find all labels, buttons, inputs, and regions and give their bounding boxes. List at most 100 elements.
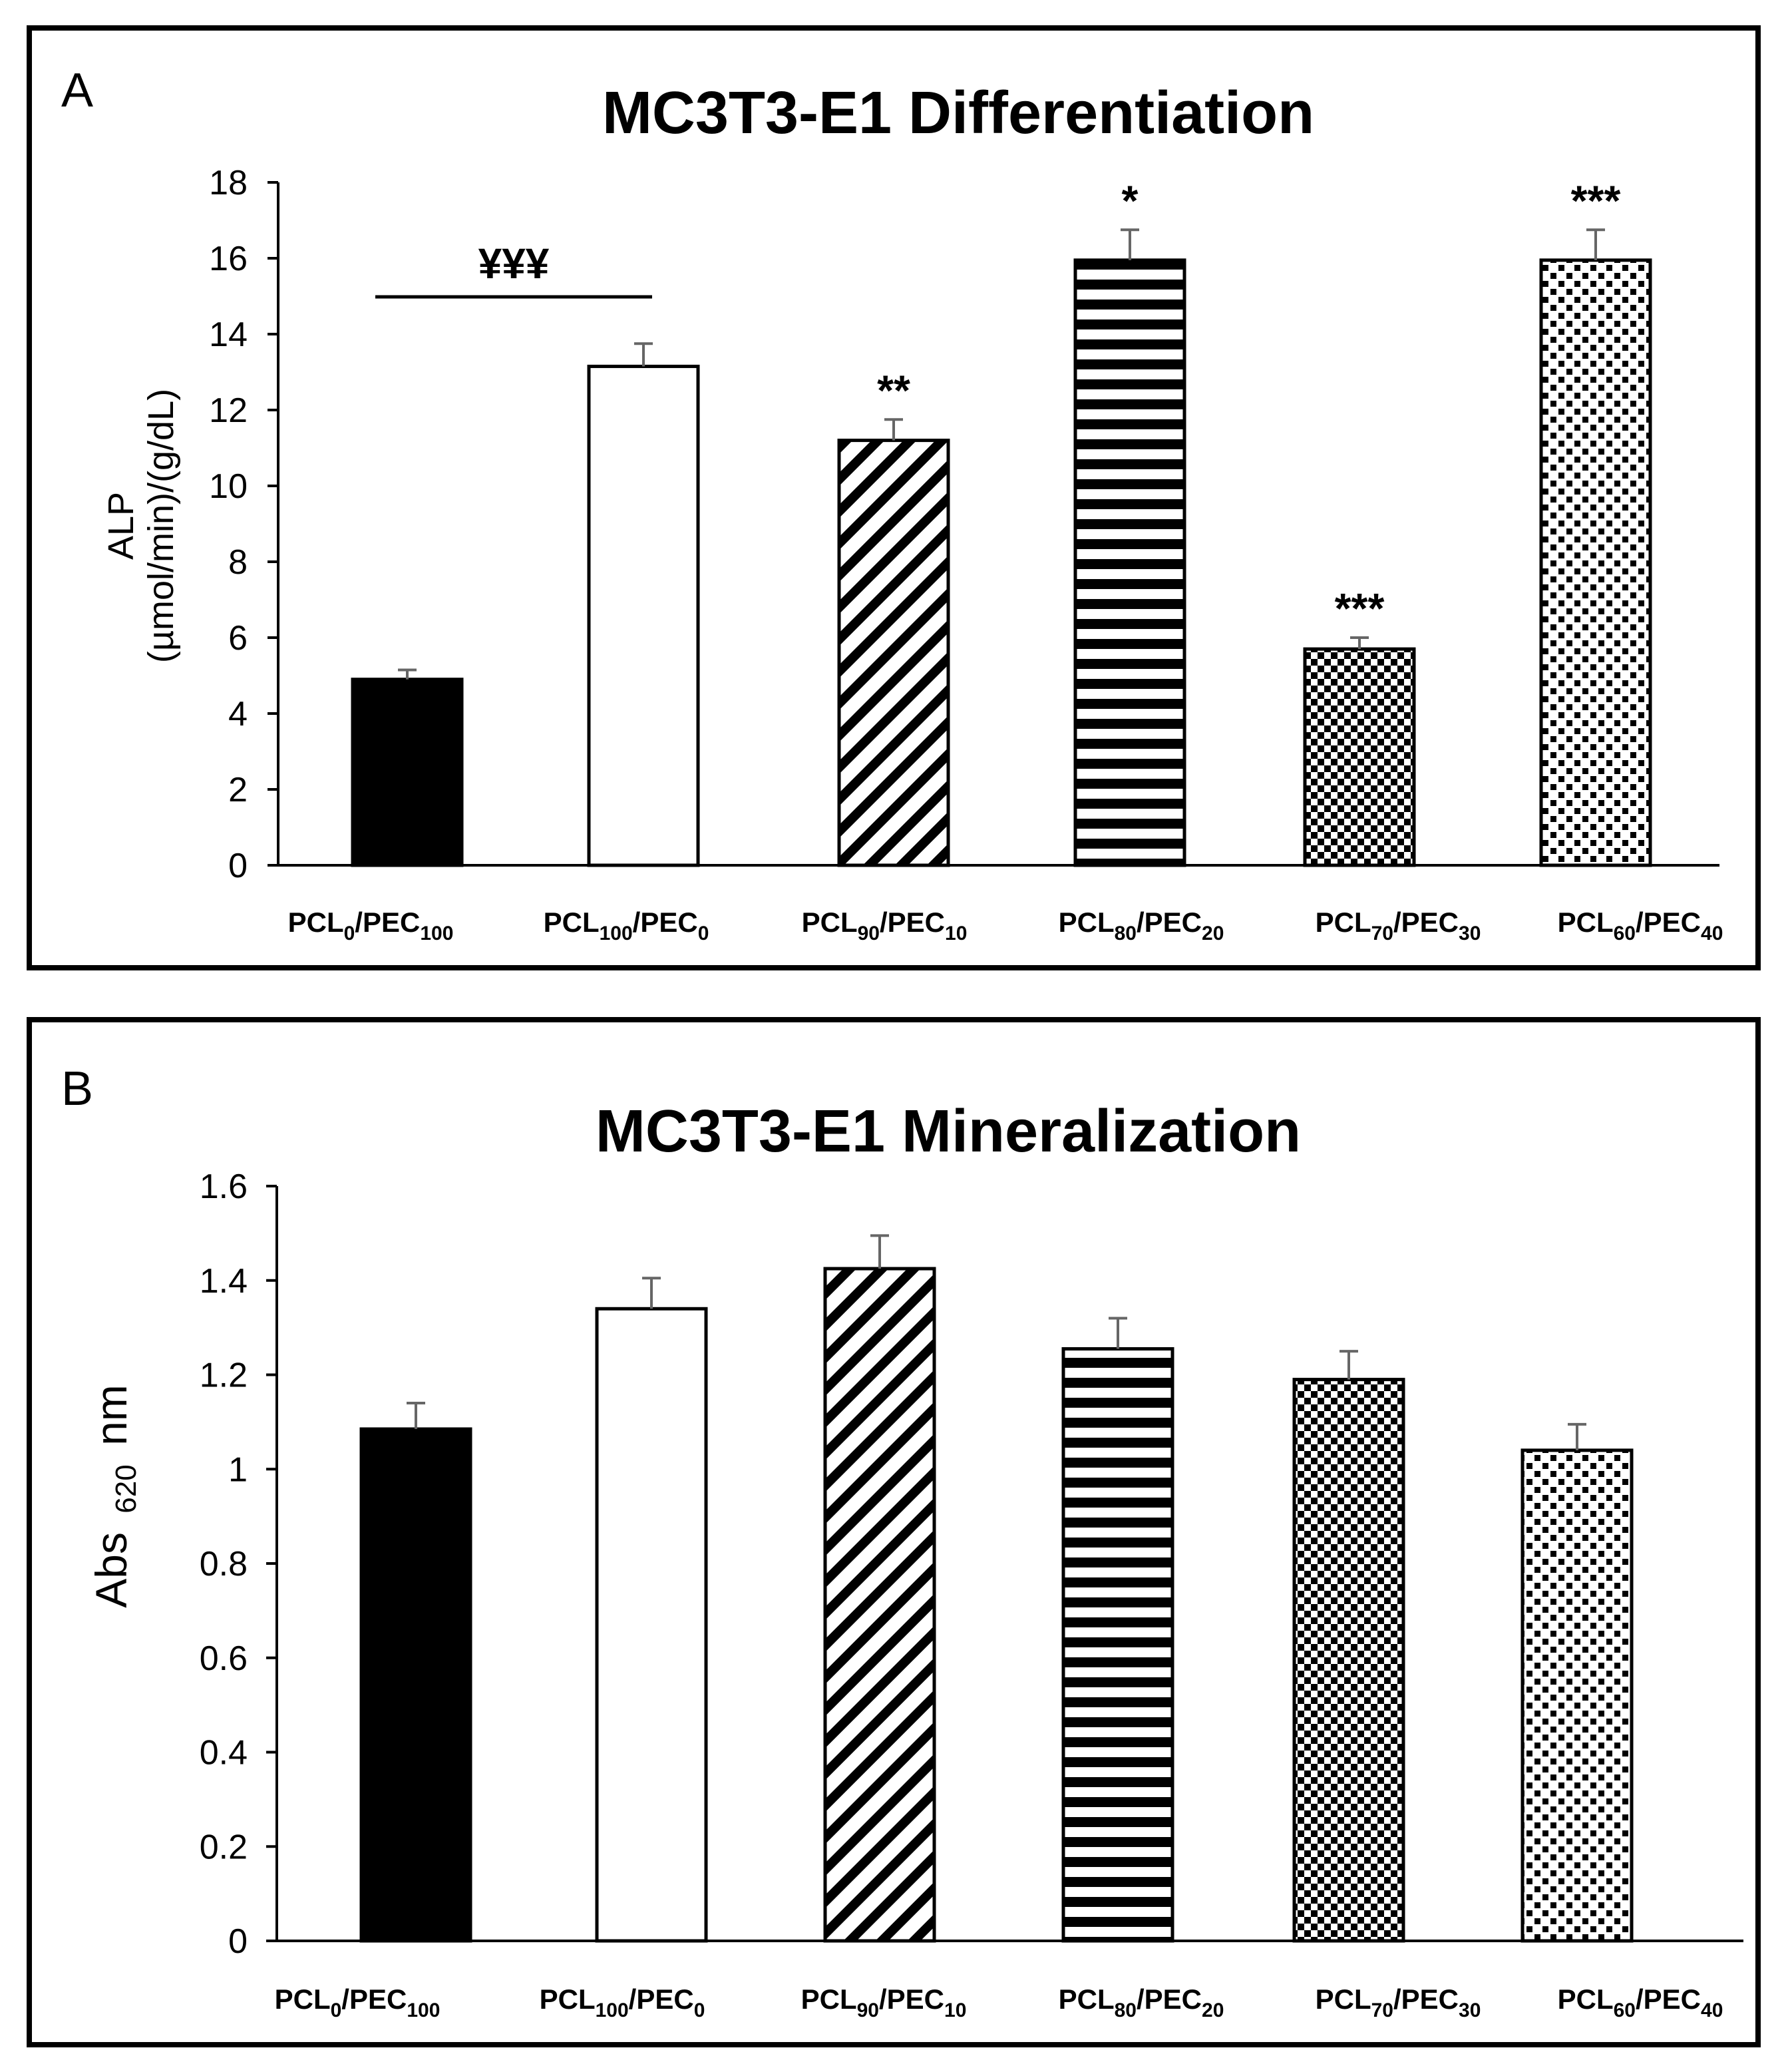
category-text: /PEC (1636, 907, 1701, 938)
category-text: PCL (801, 1983, 857, 2015)
bar (351, 678, 464, 867)
category-subscript: 70 (1371, 923, 1393, 944)
category-label: PCL90/PEC10 (801, 1983, 967, 2021)
y-tick-label: 0.4 (200, 1734, 248, 1772)
category-text: PCL (1558, 1983, 1614, 2015)
category-subscript: 20 (1202, 923, 1224, 944)
category-label: PCL70/PEC30 (1316, 907, 1481, 944)
category-text: /PEC (355, 907, 420, 938)
panel-a-ylabel: ALP (µmol/min)/(g/dL) (101, 389, 181, 663)
category-subscript: 100 (420, 923, 453, 944)
panel-b-ylabel: Abs 620 nm (87, 1384, 145, 1608)
category-label: PCL0/PEC100 (275, 1983, 441, 2021)
category-subscript: 20 (1202, 1999, 1224, 2021)
panel-b-title: MC3T3-E1 Mineralization (596, 1098, 1301, 1165)
category-text: /PEC (633, 907, 698, 938)
category-text: PCL (1316, 907, 1371, 938)
bar (595, 1307, 708, 1943)
y-tick-label: 10 (209, 467, 248, 506)
category-text: PCL (544, 907, 600, 938)
y-tick-label: 0.8 (200, 1545, 248, 1583)
bar (587, 364, 700, 867)
category-text: PCL (275, 1983, 331, 2015)
panel-a-title: MC3T3-E1 Differentiation (602, 80, 1314, 146)
category-label: PCL70/PEC30 (1316, 1983, 1481, 2021)
category-text: /PEC (1137, 1983, 1202, 2015)
category-text: PCL (1316, 1983, 1371, 2015)
y-tick-label: 1.6 (200, 1167, 248, 1206)
category-text: /PEC (1393, 1983, 1459, 2015)
category-text: /PEC (341, 1983, 407, 2015)
y-tick-label: 6 (228, 619, 248, 658)
category-subscript: 10 (945, 923, 967, 944)
category-subscript: 80 (1115, 1999, 1137, 2021)
y-tick-label: 0 (228, 1922, 248, 1961)
bar (1539, 258, 1652, 867)
category-subscript: 60 (1614, 1999, 1636, 2021)
category-text: /PEC (1137, 907, 1202, 938)
category-subscript: 70 (1371, 1999, 1393, 2021)
category-subscript: 90 (858, 923, 880, 944)
category-subscript: 30 (1459, 1999, 1481, 2021)
category-label: PCL80/PEC20 (1059, 1983, 1224, 2021)
significance-marker: *** (1571, 176, 1621, 224)
category-label: PCL100/PEC0 (544, 907, 709, 944)
category-subscript: 40 (1701, 923, 1723, 944)
category-subscript: 100 (596, 1999, 629, 2021)
category-subscript: 90 (857, 1999, 879, 2021)
significance-marker: ** (877, 366, 910, 414)
y-tick-label: 8 (228, 543, 248, 582)
category-subscript: 0 (331, 1999, 342, 2021)
category-text: PCL (288, 907, 344, 938)
category-text: PCL (1558, 907, 1614, 938)
y-tick-label: 16 (209, 240, 248, 278)
y-tick-label: 1.2 (200, 1356, 248, 1395)
bar (823, 1267, 936, 1943)
panel-a-ylabel-line1: ALP (101, 492, 141, 560)
category-label: PCL100/PEC0 (540, 1983, 705, 2021)
category-label: PCL0/PEC100 (288, 907, 454, 944)
category-text: /PEC (1636, 1983, 1701, 2015)
y-tick-label: 2 (228, 771, 248, 809)
category-subscript: 30 (1459, 923, 1481, 944)
category-subscript: 40 (1701, 1999, 1723, 2021)
y-tick-label: 0.2 (200, 1828, 248, 1866)
significance-bracket-label: ¥¥¥ (478, 240, 550, 288)
bar (1292, 1378, 1405, 1943)
category-text: PCL (1059, 1983, 1115, 2015)
y-tick-label: 4 (228, 695, 248, 733)
bar (1073, 258, 1186, 867)
category-subscript: 80 (1115, 923, 1137, 944)
category-text: /PEC (1393, 907, 1459, 938)
category-subscript: 0 (694, 1999, 705, 2021)
y-tick-label: 1.4 (200, 1262, 248, 1301)
y-tick-label: 0.6 (200, 1639, 248, 1678)
category-text: /PEC (629, 1983, 694, 2015)
category-label: PCL60/PEC40 (1558, 907, 1723, 944)
category-text: /PEC (880, 907, 945, 938)
panel-b-ylabel-sub: 620 (110, 1464, 142, 1513)
category-subscript: 100 (407, 1999, 440, 2021)
category-subscript: 0 (344, 923, 355, 944)
significance-marker: * (1122, 176, 1139, 224)
bar (1303, 647, 1416, 867)
category-label: PCL90/PEC10 (802, 907, 968, 944)
y-tick-label: 0 (228, 847, 248, 885)
panel-b-frame (27, 1017, 1761, 2047)
category-text: PCL (1059, 907, 1115, 938)
significance-marker: *** (1335, 584, 1385, 632)
category-subscript: 60 (1614, 923, 1636, 944)
panel-b-ylabel-unit: nm (87, 1384, 136, 1446)
bar (1520, 1448, 1634, 1943)
category-subscript: 10 (944, 1999, 966, 2021)
category-subscript: 100 (600, 923, 633, 944)
bar (837, 439, 950, 867)
y-tick-label: 1 (228, 1450, 248, 1489)
bar (1061, 1347, 1174, 1943)
category-text: PCL (540, 1983, 596, 2015)
svg-text:Abs 620 nm: Abs 620 nm (87, 1384, 145, 1608)
bar (359, 1427, 472, 1943)
